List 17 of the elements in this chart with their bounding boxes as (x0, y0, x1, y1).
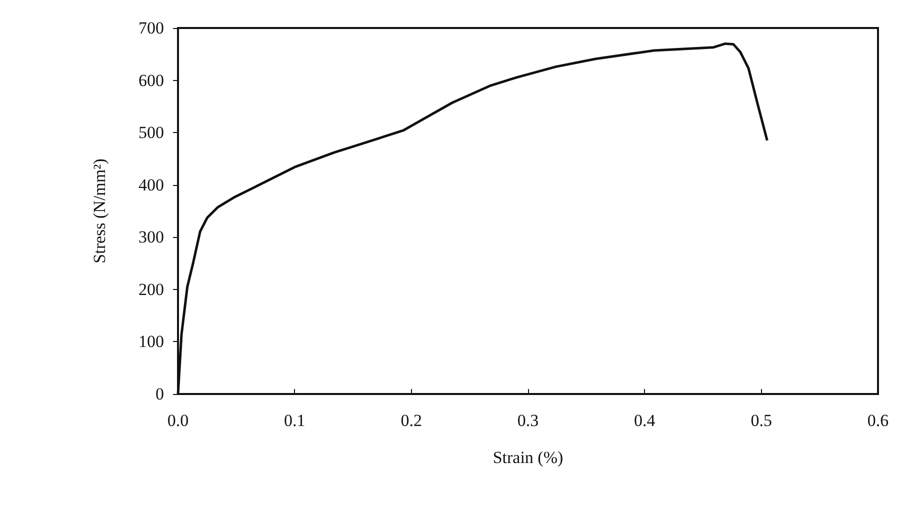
x-tick-label: 0.5 (750, 411, 772, 430)
x-tick-label: 0.2 (400, 411, 422, 430)
y-tick-label: 300 (138, 228, 164, 247)
x-tick-label: 0.4 (634, 411, 656, 430)
x-tick-label: 0.0 (167, 411, 189, 430)
x-tick-label: 0.6 (867, 411, 889, 430)
y-tick-label: 0 (156, 384, 164, 404)
y-tick-label: 200 (138, 280, 164, 299)
y-tick-label: 100 (138, 332, 164, 352)
y-tick-label: 500 (138, 123, 164, 142)
y-tick-label: 700 (138, 18, 164, 38)
x-axis-title: Strain (%) (492, 448, 564, 467)
y-tick-label: 400 (138, 175, 164, 194)
y-tick-label: 600 (138, 70, 164, 90)
x-tick-label: 0.3 (517, 411, 539, 430)
y-axis-title: Stress (N/mm²) (90, 158, 109, 264)
x-tick-label: 0.1 (284, 411, 306, 430)
